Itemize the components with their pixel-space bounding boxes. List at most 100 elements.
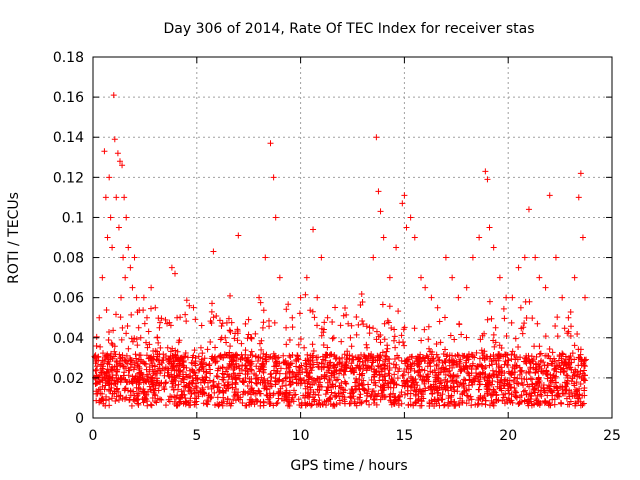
dense-point — [253, 380, 260, 387]
dense-point — [243, 402, 250, 409]
dense-point — [320, 326, 327, 333]
dense-point — [338, 338, 345, 345]
dense-point — [347, 393, 354, 400]
dense-point — [560, 390, 567, 397]
dense-point — [538, 368, 545, 375]
dense-point — [516, 371, 523, 378]
dense-point — [128, 311, 135, 318]
dense-point — [561, 325, 568, 332]
dense-point — [99, 357, 106, 364]
dense-point — [507, 399, 514, 406]
data-point — [418, 274, 425, 281]
dense-point — [503, 332, 510, 339]
data-point — [235, 232, 242, 239]
dense-point — [171, 393, 178, 400]
dense-point — [231, 354, 238, 361]
dense-point — [238, 351, 245, 358]
dense-point — [266, 323, 273, 330]
dense-point — [108, 366, 115, 373]
dense-point — [260, 307, 267, 314]
dense-point — [92, 380, 99, 387]
dense-point — [580, 400, 587, 407]
plot-frame — [92, 56, 613, 419]
dense-point — [394, 352, 401, 359]
dense-point — [348, 322, 355, 329]
dense-point — [493, 397, 500, 404]
dense-point — [435, 357, 442, 364]
dense-point — [492, 339, 499, 346]
dense-point — [446, 362, 453, 369]
dense-point — [285, 301, 292, 308]
dense-point — [417, 373, 424, 380]
dense-point — [179, 394, 186, 401]
dense-point — [432, 378, 439, 385]
data-point — [127, 264, 134, 271]
dense-point — [300, 377, 307, 384]
dense-point — [470, 374, 477, 381]
data-point — [121, 194, 128, 201]
dense-point — [140, 386, 147, 393]
dense-point — [483, 386, 490, 393]
dense-point — [169, 345, 176, 352]
dense-point — [333, 366, 340, 373]
dense-point — [283, 365, 290, 372]
dense-point — [127, 364, 134, 371]
dense-point — [93, 343, 100, 350]
dense-point — [349, 353, 356, 360]
dense-point — [182, 349, 189, 356]
dense-point — [532, 360, 539, 367]
dense-point — [371, 396, 378, 403]
dense-point — [286, 352, 293, 359]
dense-point — [425, 323, 432, 330]
dense-point — [385, 384, 392, 391]
dense-point — [177, 314, 184, 321]
dense-point — [291, 387, 298, 394]
dense-point — [538, 387, 545, 394]
dense-point — [375, 363, 382, 370]
dense-point — [378, 368, 385, 375]
data-point — [324, 314, 331, 321]
dense-point — [488, 391, 495, 398]
dense-point — [467, 393, 474, 400]
dense-point — [442, 359, 449, 366]
dense-point — [381, 336, 388, 343]
dense-point — [272, 370, 279, 377]
dense-point — [332, 364, 339, 371]
dense-point — [347, 365, 354, 372]
data-point — [109, 244, 116, 251]
dense-point — [289, 352, 296, 359]
dense-point — [183, 318, 190, 325]
dense-point — [391, 326, 398, 333]
data-point — [577, 170, 584, 177]
data-point — [122, 274, 129, 281]
dense-point — [520, 388, 527, 395]
data-point — [546, 192, 553, 199]
dense-point — [538, 357, 545, 364]
dense-point — [217, 336, 224, 343]
dense-point — [105, 386, 112, 393]
dense-point — [398, 332, 405, 339]
dense-point — [370, 379, 377, 386]
dense-point — [391, 401, 398, 408]
dense-point — [123, 394, 130, 401]
dense-point — [522, 387, 529, 394]
dense-point — [185, 399, 192, 406]
dense-point — [370, 395, 377, 402]
dense-point — [573, 379, 580, 386]
dense-point — [421, 367, 428, 374]
dense-point — [272, 352, 279, 359]
dense-point — [399, 372, 406, 379]
dense-point — [502, 390, 509, 397]
dense-point — [199, 386, 206, 393]
dense-point — [168, 377, 175, 384]
dense-point — [127, 355, 134, 362]
data-point — [123, 214, 130, 221]
dense-point — [429, 369, 436, 376]
dense-point — [508, 391, 515, 398]
y-tick-label: 0 — [75, 411, 84, 427]
dense-point — [409, 359, 416, 366]
data-point — [536, 274, 543, 281]
dense-point — [412, 388, 419, 395]
dense-point — [542, 333, 549, 340]
dense-point — [314, 359, 321, 366]
